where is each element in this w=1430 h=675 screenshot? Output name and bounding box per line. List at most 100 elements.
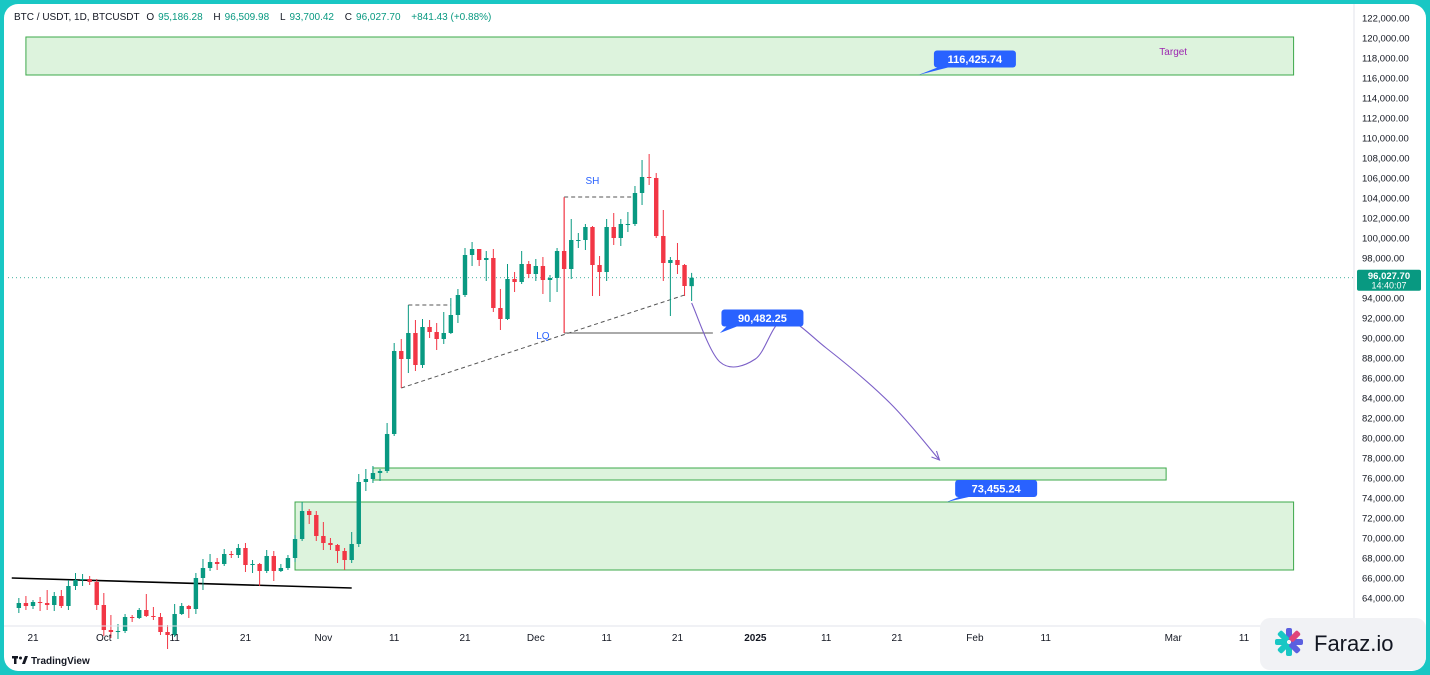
candle[interactable] (406, 305, 411, 373)
candle[interactable] (654, 173, 659, 238)
candle[interactable] (384, 423, 390, 473)
candle[interactable] (583, 224, 588, 250)
candle[interactable] (66, 580, 71, 610)
candle-body (420, 327, 425, 365)
candle[interactable] (222, 549, 227, 566)
candle[interactable] (278, 564, 284, 572)
candle[interactable] (285, 555, 291, 570)
candle[interactable] (37, 597, 43, 611)
candle[interactable] (682, 264, 687, 296)
candle[interactable] (377, 469, 383, 481)
candle[interactable] (441, 312, 446, 344)
candle[interactable] (151, 607, 156, 620)
candle[interactable] (137, 608, 142, 619)
candle[interactable] (292, 535, 298, 562)
candle[interactable] (264, 550, 269, 573)
candle[interactable] (526, 261, 531, 278)
candle[interactable] (420, 319, 425, 368)
candle[interactable] (413, 320, 418, 371)
candle[interactable] (668, 257, 673, 316)
candle[interactable] (370, 466, 376, 483)
candle[interactable] (434, 323, 439, 350)
candlestick-chart[interactable]: 116,425.74 90,482.25 73,455.24 Target SH LQ 64… (4, 4, 1426, 671)
candle[interactable] (158, 613, 163, 635)
candle[interactable] (547, 275, 553, 302)
y-tick-label: 94,000.00 (1362, 294, 1404, 305)
candle[interactable] (87, 576, 92, 585)
candle[interactable] (193, 573, 199, 614)
candle[interactable] (512, 272, 517, 292)
candle[interactable] (491, 249, 496, 312)
candle[interactable] (632, 186, 638, 226)
candle[interactable] (101, 593, 107, 636)
candle[interactable] (498, 289, 503, 330)
candle[interactable] (122, 614, 128, 633)
candle[interactable] (73, 573, 78, 590)
candle[interactable] (604, 219, 609, 281)
candle[interactable] (229, 551, 234, 558)
candle[interactable] (661, 210, 666, 281)
candle[interactable] (391, 343, 397, 436)
candle[interactable] (179, 603, 184, 615)
candle[interactable] (321, 522, 326, 550)
candle[interactable] (427, 320, 432, 338)
candle[interactable] (399, 339, 404, 388)
candle[interactable] (469, 242, 475, 266)
candle[interactable] (689, 272, 694, 301)
candle[interactable] (363, 469, 369, 491)
candle[interactable] (172, 604, 177, 637)
candle[interactable] (590, 226, 595, 296)
candle[interactable] (165, 625, 170, 649)
candle[interactable] (207, 554, 213, 571)
candle[interactable] (59, 590, 64, 608)
candle[interactable] (186, 605, 192, 618)
candle-body (576, 240, 581, 241)
candle[interactable] (243, 543, 248, 572)
candle[interactable] (533, 259, 539, 281)
candle[interactable] (250, 560, 255, 573)
candle[interactable] (236, 544, 241, 558)
candle[interactable] (23, 596, 29, 610)
candle[interactable] (299, 502, 305, 541)
candle[interactable] (94, 579, 99, 610)
candle[interactable] (214, 558, 220, 570)
candle[interactable] (328, 538, 333, 550)
candle[interactable] (561, 198, 567, 333)
candle[interactable] (80, 574, 85, 586)
candle[interactable] (597, 256, 602, 296)
candle[interactable] (639, 160, 645, 205)
candle[interactable] (335, 544, 340, 563)
candle[interactable] (625, 212, 631, 232)
candle[interactable] (257, 563, 262, 586)
candle[interactable] (448, 298, 454, 334)
candle[interactable] (52, 592, 57, 611)
candle[interactable] (484, 251, 489, 281)
candle[interactable] (618, 219, 624, 246)
candle[interactable] (44, 590, 50, 610)
candle[interactable] (554, 248, 560, 292)
candle[interactable] (675, 243, 680, 274)
candle[interactable] (314, 511, 319, 541)
candle[interactable] (271, 551, 276, 581)
candle[interactable] (342, 548, 347, 570)
candle[interactable] (646, 154, 652, 185)
candle[interactable] (129, 615, 135, 622)
candle[interactable] (611, 213, 616, 245)
candle[interactable] (505, 264, 510, 320)
candle[interactable] (349, 532, 354, 563)
candle[interactable] (540, 257, 546, 294)
candle[interactable] (455, 289, 461, 323)
tradingview-logo[interactable]: TradingView (12, 655, 90, 668)
candle[interactable] (576, 233, 581, 248)
candle[interactable] (144, 594, 149, 617)
candle[interactable] (30, 600, 36, 609)
candle[interactable] (356, 474, 361, 547)
candle[interactable] (476, 249, 482, 266)
candle[interactable] (306, 509, 312, 524)
candle[interactable] (200, 559, 206, 590)
candle[interactable] (16, 598, 22, 613)
candle[interactable] (519, 251, 524, 284)
candle[interactable] (569, 219, 574, 279)
symbol-label[interactable]: BTC / USDT, 1D, BTCUSDT (14, 12, 140, 23)
candle[interactable] (462, 248, 468, 297)
